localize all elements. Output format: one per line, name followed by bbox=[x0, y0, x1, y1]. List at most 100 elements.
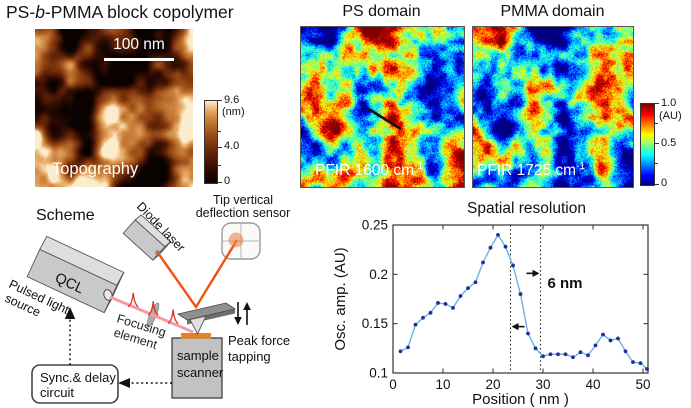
colorbar-tick bbox=[218, 131, 221, 132]
data-point bbox=[398, 349, 403, 354]
pmma-domain-image bbox=[472, 26, 634, 188]
pfir-colorbar-mid: 0.5 bbox=[661, 137, 677, 149]
data-point bbox=[578, 350, 583, 355]
data-point bbox=[496, 232, 500, 237]
data-point bbox=[571, 355, 575, 360]
profile-line bbox=[366, 106, 402, 131]
scanner-label-1: sample bbox=[177, 348, 219, 363]
data-point bbox=[601, 332, 605, 337]
data-point bbox=[548, 352, 553, 357]
x-tick-label: 40 bbox=[585, 377, 600, 392]
data-point bbox=[451, 305, 455, 310]
line-profile-marker bbox=[366, 106, 402, 131]
data-point bbox=[541, 354, 545, 359]
topography-image bbox=[35, 29, 193, 187]
sync-label-1: Sync.& delay bbox=[40, 370, 116, 385]
y-tick-label: 0.2 bbox=[369, 267, 388, 282]
data-point bbox=[526, 331, 530, 336]
afm-tip bbox=[189, 315, 207, 336]
peak-force-label-1: Peak force bbox=[228, 333, 290, 348]
laser-spot bbox=[228, 232, 244, 248]
pmma-wavenumber-base: PFIR 1725 cm bbox=[477, 162, 577, 180]
colorbar-min-label: 0 bbox=[224, 175, 231, 187]
data-point bbox=[556, 352, 560, 357]
chart-title: Spatial resolution bbox=[467, 200, 586, 217]
colorbar-mid-label: 4.0 bbox=[224, 140, 240, 152]
data-point bbox=[608, 338, 613, 343]
cantilever bbox=[177, 302, 236, 321]
diode-laser-box-body bbox=[122, 219, 166, 261]
x-tick-label: 0 bbox=[389, 377, 397, 392]
colorbar-tick bbox=[655, 143, 659, 144]
deflection-beam bbox=[157, 239, 239, 310]
scale-bar-label: 100 nm bbox=[113, 36, 165, 53]
colorbar-tick bbox=[218, 100, 222, 101]
laser-pulse-spike bbox=[127, 292, 139, 308]
data-point bbox=[406, 345, 410, 350]
data-point bbox=[616, 336, 620, 341]
plot-box bbox=[392, 224, 649, 374]
data-point bbox=[645, 367, 649, 371]
data-point bbox=[631, 360, 635, 365]
scanner-label-2: scanner bbox=[177, 365, 224, 380]
data-point bbox=[473, 280, 478, 285]
title-italic-part: b bbox=[35, 2, 45, 22]
sync-delay-box bbox=[31, 364, 119, 404]
ps-wavenumber-sup: -1 bbox=[414, 161, 423, 172]
data-point bbox=[481, 260, 485, 265]
scanner-to-sync-arrowhead bbox=[118, 378, 130, 388]
x-tick-label: 10 bbox=[435, 377, 450, 392]
down-arrowhead bbox=[234, 317, 242, 325]
title-part: -PMMA block copolymer bbox=[44, 2, 234, 22]
data-point bbox=[511, 263, 515, 268]
colorbar-tick bbox=[655, 163, 658, 164]
laser-pulse-spike bbox=[167, 309, 179, 325]
ir-beam bbox=[109, 295, 194, 334]
left-arrowhead bbox=[511, 323, 519, 331]
data-point bbox=[458, 294, 463, 298]
data-point bbox=[623, 349, 628, 354]
spatial-resolution-chart: 0 10 20 30 40 50 0.1 0.15 0.2 0.25 Spatial resolut… bbox=[332, 200, 651, 408]
x-axis-label: Position ( nm ) bbox=[472, 391, 569, 408]
pfir-colorbar-min: 0 bbox=[661, 177, 668, 189]
data-point bbox=[563, 352, 568, 357]
ps-wavenumber-label: PFIR 1600 cm-1 bbox=[315, 161, 423, 180]
data-point bbox=[488, 245, 493, 250]
topography-colorbar bbox=[204, 100, 218, 184]
y-tick-label: 0.25 bbox=[362, 218, 388, 233]
data-point bbox=[533, 346, 538, 351]
ps-panel-title: PS domain bbox=[342, 3, 421, 20]
data-point bbox=[421, 315, 425, 320]
data-point bbox=[436, 301, 440, 305]
pmma-panel-title: PMMA domain bbox=[500, 3, 605, 20]
colorbar-max-label: 9.6 bbox=[224, 94, 240, 106]
colorbar-unit-label: (nm) bbox=[222, 106, 245, 118]
scale-bar bbox=[104, 58, 174, 61]
x-tick-label: 50 bbox=[635, 377, 650, 392]
colorbar-tick bbox=[655, 103, 659, 104]
colorbar-tick bbox=[218, 165, 221, 166]
data-line bbox=[400, 233, 648, 370]
pmma-wavenumber-sup: -1 bbox=[576, 161, 585, 172]
y-tick-label: 0.15 bbox=[362, 316, 388, 331]
data-point bbox=[593, 343, 598, 348]
pmma-wavenumber-label: PFIR 1725 cm-1 bbox=[477, 161, 585, 180]
tip-sensor-label-2: deflection sensor bbox=[196, 206, 291, 220]
data-point bbox=[428, 310, 433, 315]
data-point bbox=[586, 353, 590, 358]
scheme-title: Scheme bbox=[36, 207, 95, 224]
pfir-colorbar-max: 1.0 bbox=[661, 97, 677, 109]
tip-sensor-label-1: Tip vertical bbox=[213, 195, 273, 207]
pfir-colorbar bbox=[640, 103, 655, 186]
sync-to-qcl-arrowhead bbox=[64, 307, 76, 319]
resolution-annotation: 6 nm bbox=[548, 275, 583, 292]
figure-title: PS-b-PMMA block copolymer bbox=[6, 2, 234, 23]
right-arrowhead bbox=[532, 269, 540, 277]
ps-domain-image bbox=[300, 26, 465, 188]
sync-label-2: circuit bbox=[40, 385, 74, 400]
y-tick-label: 0.1 bbox=[369, 366, 388, 381]
pfir-colorbar-unit: (AU) bbox=[659, 110, 682, 122]
y-axis-label: Osc. amp. (AU) bbox=[332, 247, 349, 350]
scheme-diagram: Scheme Diode laser Tip vertical deflecti… bbox=[3, 195, 291, 404]
colorbar-tick bbox=[655, 123, 658, 124]
